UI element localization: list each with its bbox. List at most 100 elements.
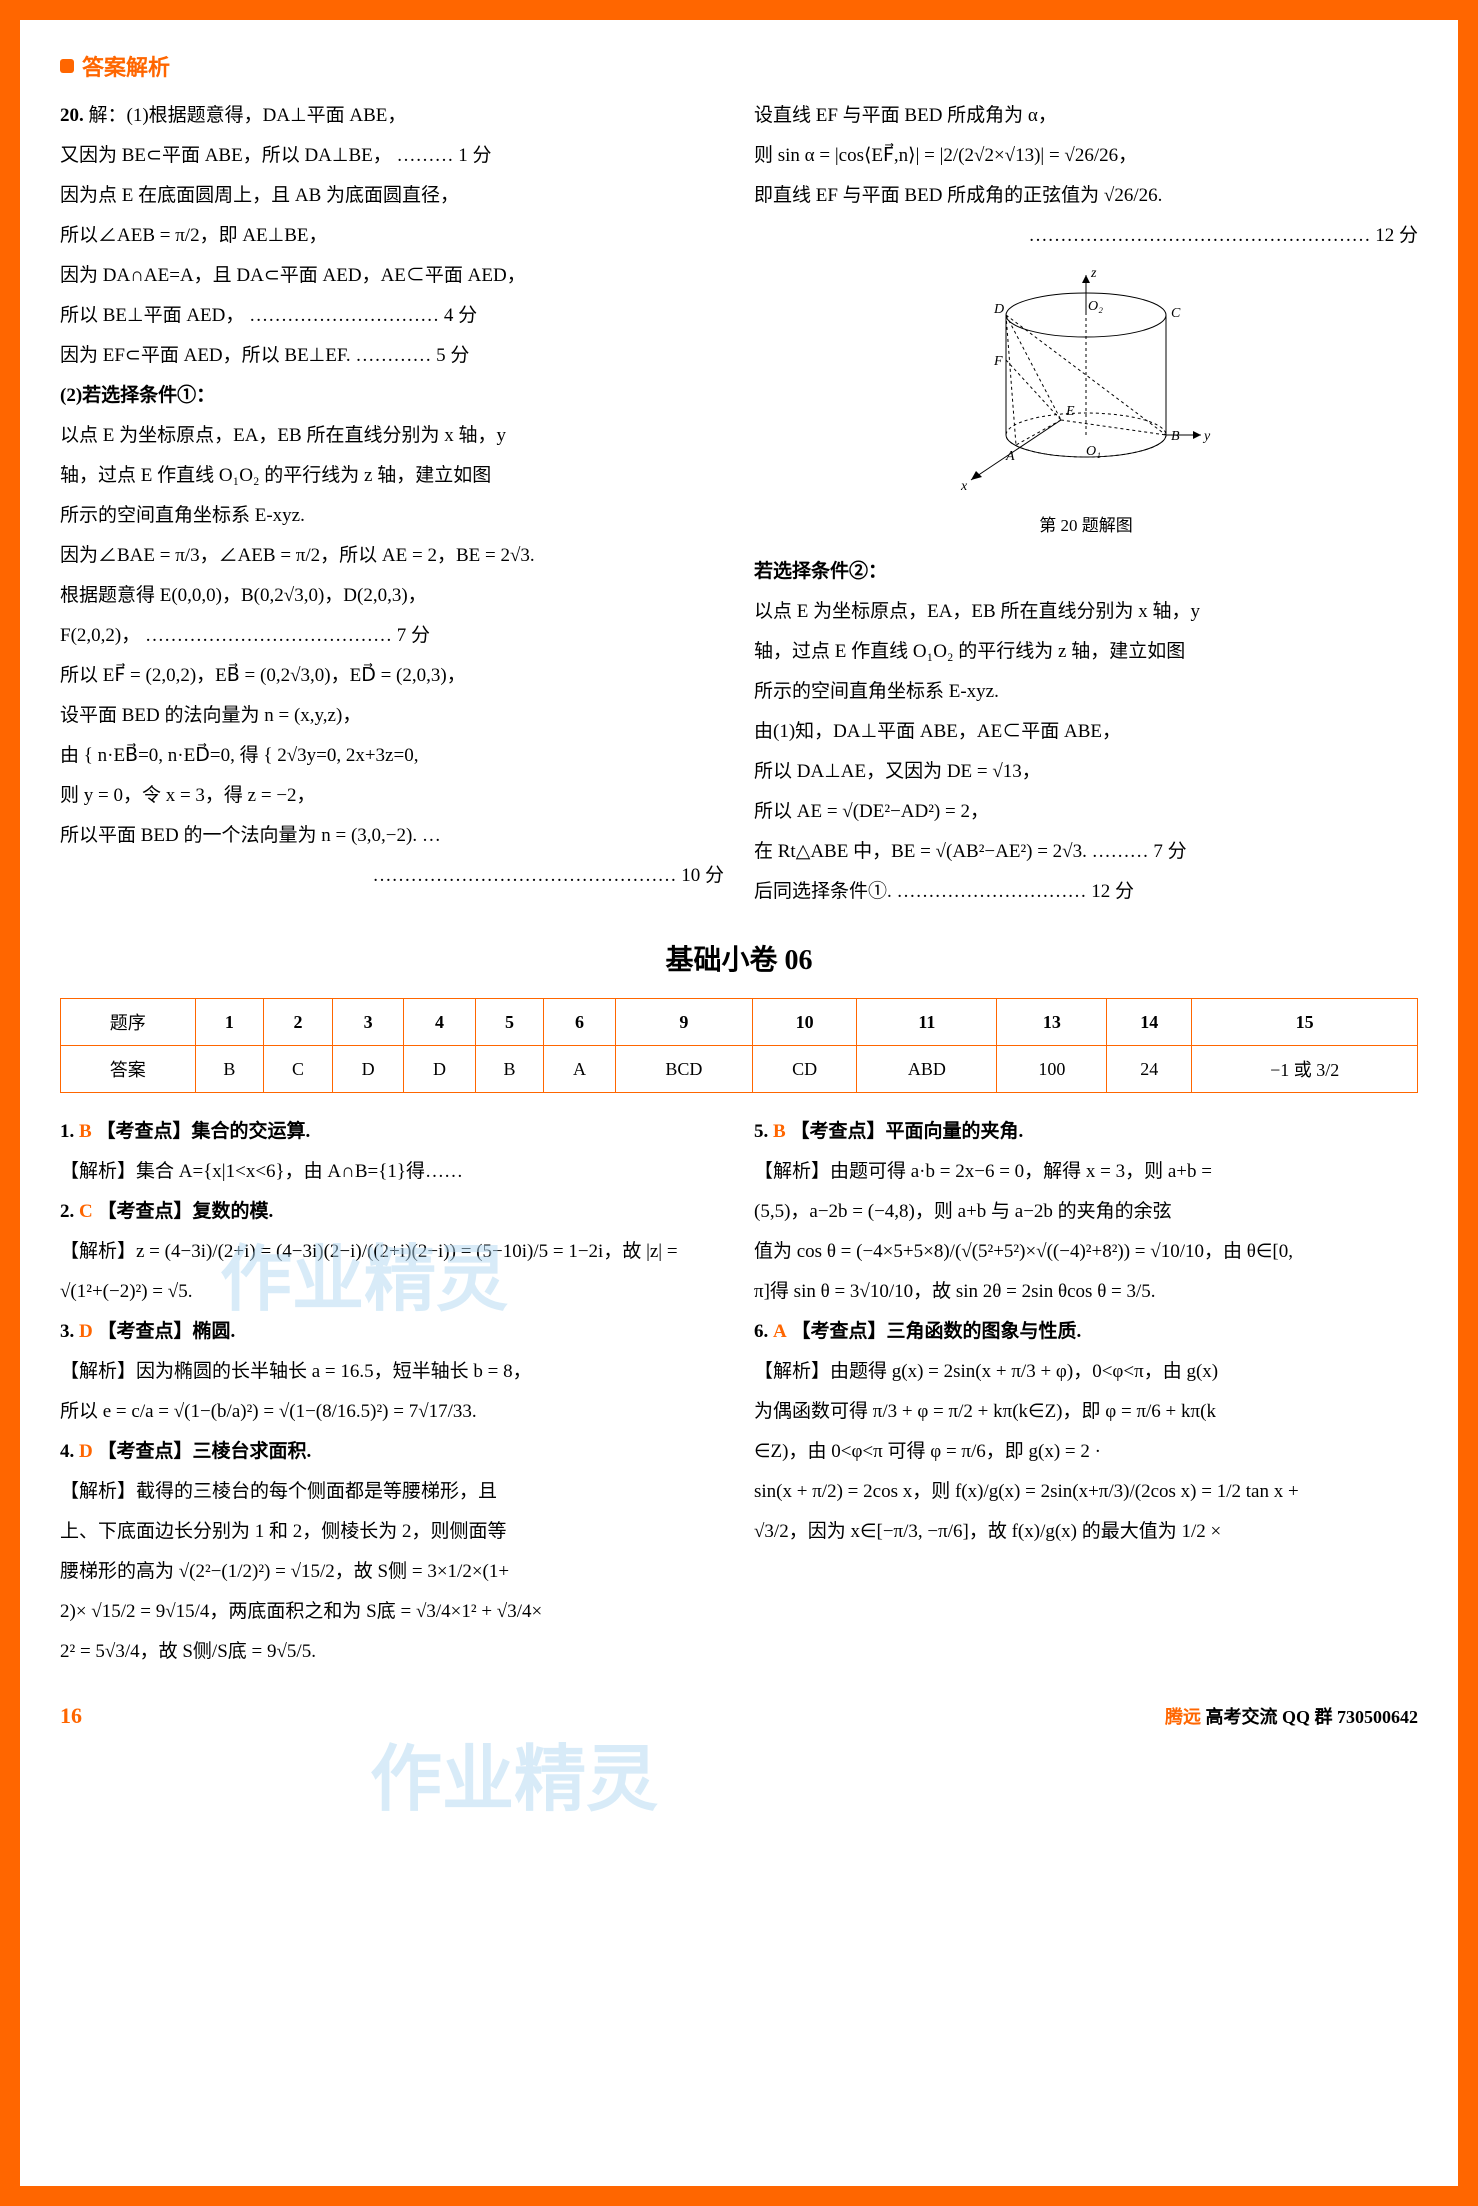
q20-number: 20. <box>60 105 84 126</box>
q20-r1: 则 sin α = |cos⟨EF⃗,n⟩| = |2/(2√2×√13)| =… <box>754 137 1418 175</box>
sol-6-l0: 【解析】由题得 g(x) = 2sin(x + π/3 + φ)，0<φ<π，由… <box>754 1353 1418 1391</box>
q20-l17: 则 y = 0，令 x = 3，得 z = −2， <box>60 777 724 815</box>
sol-6: 6. A 【考查点】三角函数的图象与性质. <box>754 1313 1418 1351</box>
page-footer: 16 腾远 高考交流 QQ 群 730500642 <box>60 1703 1418 1729</box>
sol-5-l0: 【解析】由题可得 a·b = 2x−6 = 0，解得 x = 3，则 a+b = <box>754 1153 1418 1191</box>
svg-text:F: F <box>993 354 1003 369</box>
ans-4: D <box>404 1046 475 1093</box>
q20-rb7: 后同选择条件①. ………………………… 12 分 <box>754 873 1418 911</box>
col-3: 3 <box>332 999 403 1046</box>
q20-l4: 因为 DA∩AE=A，且 DA⊂平面 AED，AE⊂平面 AED， <box>60 257 724 295</box>
sol-3-l0: 【解析】因为椭圆的长半轴长 a = 16.5，短半轴长 b = 8， <box>60 1353 724 1391</box>
sol-4-l1: 上、下底面边长分别为 1 和 2，侧棱长为 2，则侧面等 <box>60 1513 724 1551</box>
answer-table: 题序 1 2 3 4 5 6 9 10 11 13 14 15 答案 B C D… <box>60 998 1418 1093</box>
page-number: 16 <box>60 1703 82 1729</box>
q20-l6: 因为 EF⊂平面 AED，所以 BE⊥EF. ………… 5 分 <box>60 337 724 375</box>
sol-6-l2: ∈Z)，由 0<φ<π 可得 φ = π/6，即 g(x) = 2 · <box>754 1433 1418 1471</box>
svg-text:B: B <box>1171 429 1180 444</box>
svg-text:z: z <box>1090 266 1097 281</box>
footer-text: 腾远 高考交流 QQ 群 730500642 <box>1165 1703 1418 1729</box>
ans-13: 100 <box>997 1046 1107 1093</box>
q20-r2: 即直线 EF 与平面 BED 所成角的正弦值为 √26/26. <box>754 177 1418 215</box>
table-header-row: 题序 1 2 3 4 5 6 9 10 11 13 14 15 <box>61 999 1418 1046</box>
col-15: 15 <box>1192 999 1418 1046</box>
col-6: 6 <box>544 999 615 1046</box>
ans-14: 24 <box>1107 1046 1192 1093</box>
sol-4-l3: 2)× √15/2 = 9√15/4，两底面积之和为 S底 = √3/4×1² … <box>60 1593 724 1631</box>
q20-l18: 所以平面 BED 的一个法向量为 n = (3,0,−2). … <box>60 817 724 855</box>
q20-right-col: 设直线 EF 与平面 BED 所成角为 α， 则 sin α = |cos⟨EF… <box>754 97 1418 913</box>
q20-l1: 又因为 BE⊂平面 ABE，所以 DA⊥BE， ……… 1 分 <box>60 137 724 175</box>
sol-1: 1. B 【考查点】集合的交运算. <box>60 1113 724 1151</box>
q20-l15: 设平面 BED 的法向量为 n = (x,y,z)， <box>60 697 724 735</box>
q20-l8: 以点 E 为坐标原点，EA，EB 所在直线分别为 x 轴，y <box>60 417 724 455</box>
ans-9: BCD <box>615 1046 752 1093</box>
sol-3-l1: 所以 e = c/a = √(1−(b/a)²) = √(1−(8/16.5)²… <box>60 1393 724 1431</box>
col-10: 10 <box>752 999 856 1046</box>
q20-l0: 解：(1)根据题意得，DA⊥平面 ABE， <box>89 105 407 126</box>
svg-text:x: x <box>960 479 968 494</box>
header-label: 题序 <box>61 999 196 1046</box>
sol-4: 4. D 【考查点】三棱台求面积. <box>60 1433 724 1471</box>
ans-5: B <box>475 1046 544 1093</box>
sol-2-l0: 【解析】z = (4−3i)/(2+i) = (4−3i)(2−i)/((2+i… <box>60 1233 724 1271</box>
solutions-right: 5. B 【考查点】平面向量的夹角. 【解析】由题可得 a·b = 2x−6 =… <box>754 1113 1418 1673</box>
svg-text:O₂: O₂ <box>1088 299 1103 314</box>
col-13: 13 <box>997 999 1107 1046</box>
q20-l11: 因为∠BAE = π/3，∠AEB = π/2，所以 AE = 2，BE = 2… <box>60 537 724 575</box>
answer-label: 答案 <box>61 1046 196 1093</box>
svg-text:D: D <box>993 302 1004 317</box>
svg-text:C: C <box>1171 306 1181 321</box>
svg-text:E: E <box>1065 404 1075 419</box>
col-2: 2 <box>264 999 333 1046</box>
q20-rb4: 所以 DA⊥AE，又因为 DE = √13， <box>754 753 1418 791</box>
q20-rb0: 以点 E 为坐标原点，EA，EB 所在直线分别为 x 轴，y <box>754 593 1418 631</box>
sol-5-l3: π]得 sin θ = 3√10/10，故 sin 2θ = 2sin θcos… <box>754 1273 1418 1311</box>
section-title: 基础小卷 06 <box>60 938 1418 978</box>
sol-5: 5. B 【考查点】平面向量的夹角. <box>754 1113 1418 1151</box>
q20-rb2: 所示的空间直角坐标系 E-xyz. <box>754 673 1418 711</box>
footer-brand: 腾远 <box>1165 1707 1201 1727</box>
q20-left-col: 20. 解：(1)根据题意得，DA⊥平面 ABE， 又因为 BE⊂平面 ABE，… <box>60 97 724 913</box>
col-4: 4 <box>404 999 475 1046</box>
col-9: 9 <box>615 999 752 1046</box>
q20-r0: 设直线 EF 与平面 BED 所成角为 α， <box>754 97 1418 135</box>
watermark-2: 作业精灵 <box>370 1720 658 1825</box>
ans-6: A <box>544 1046 615 1093</box>
svg-text:O₁: O₁ <box>1086 444 1101 459</box>
footer-qq: 高考交流 QQ 群 730500642 <box>1205 1707 1418 1727</box>
ans-11: ABD <box>857 1046 997 1093</box>
q20-r3: ……………………………………………… 12 分 <box>754 217 1418 255</box>
sol-2: 2. C 【考查点】复数的模. <box>60 1193 724 1231</box>
sol-6-l3: sin(x + π/2) = 2cos x，则 f(x)/g(x) = 2sin… <box>754 1473 1418 1511</box>
ans-10: CD <box>752 1046 856 1093</box>
question-20-columns: 20. 解：(1)根据题意得，DA⊥平面 ABE， 又因为 BE⊂平面 ABE，… <box>60 97 1418 913</box>
q20-rb6: 在 Rt△ABE 中，BE = √(AB²−AE²) = 2√3. ……… 7 … <box>754 833 1418 871</box>
page-container: 答案解析 20. 解：(1)根据题意得，DA⊥平面 ABE， 又因为 BE⊂平面… <box>20 20 1458 2186</box>
sol-4-l0: 【解析】截得的三棱台的每个侧面都是等腰梯形，且 <box>60 1473 724 1511</box>
header-marker-icon <box>60 59 74 73</box>
q20-l19: ………………………………………… 10 分 <box>60 857 724 895</box>
q20-l2: 因为点 E 在底面圆周上，且 AB 为底面圆直径， <box>60 177 724 215</box>
solutions-left: 1. B 【考查点】集合的交运算. 【解析】集合 A={x|1<x<6}，由 A… <box>60 1113 724 1673</box>
q20-diagram: z D O₂ C F E A O₁ B x y 第 20 题解图 <box>754 265 1418 543</box>
col-1: 1 <box>195 999 264 1046</box>
ans-3: D <box>332 1046 403 1093</box>
col-5: 5 <box>475 999 544 1046</box>
sol-1-l0: 【解析】集合 A={x|1<x<6}，由 A∩B={1}得…… <box>60 1153 724 1191</box>
q20-rb5: 所以 AE = √(DE²−AD²) = 2， <box>754 793 1418 831</box>
sol-4-l4: 2² = 5√3/4，故 S侧/S底 = 9√5/5. <box>60 1633 724 1671</box>
ans-2: C <box>264 1046 333 1093</box>
q20-rb1: 轴，过点 E 作直线 O₁O₂ 的平行线为 z 轴，建立如图 <box>754 633 1418 671</box>
sol-5-l2: 值为 cos θ = (−4×5+5×8)/(√(5²+5²)×√((−4)²+… <box>754 1233 1418 1271</box>
sol-6-l4: √3/2，因为 x∈[−π/3, −π/6]，故 f(x)/g(x) 的最大值为… <box>754 1513 1418 1551</box>
sol-3: 3. D 【考查点】椭圆. <box>60 1313 724 1351</box>
q20-l5: 所以 BE⊥平面 AED， ………………………… 4 分 <box>60 297 724 335</box>
q20-l3: 所以∠AEB = π/2，即 AE⊥BE， <box>60 217 724 255</box>
q20-l16: 由 { n·EB⃗=0, n·ED⃗=0, 得 { 2√3y=0, 2x+3z=… <box>60 737 724 775</box>
q20-l14: 所以 EF⃗ = (2,0,2)，EB⃗ = (0,2√3,0)，ED⃗ = (… <box>60 657 724 695</box>
q20-l13: F(2,0,2)， ………………………………… 7 分 <box>60 617 724 655</box>
q20-l12: 根据题意得 E(0,0,0)，B(0,2√3,0)，D(2,0,3)， <box>60 577 724 615</box>
q20-l9: 轴，过点 E 作直线 O₁O₂ 的平行线为 z 轴，建立如图 <box>60 457 724 495</box>
sol-2-l1: √(1²+(−2)²) = √5. <box>60 1273 724 1311</box>
